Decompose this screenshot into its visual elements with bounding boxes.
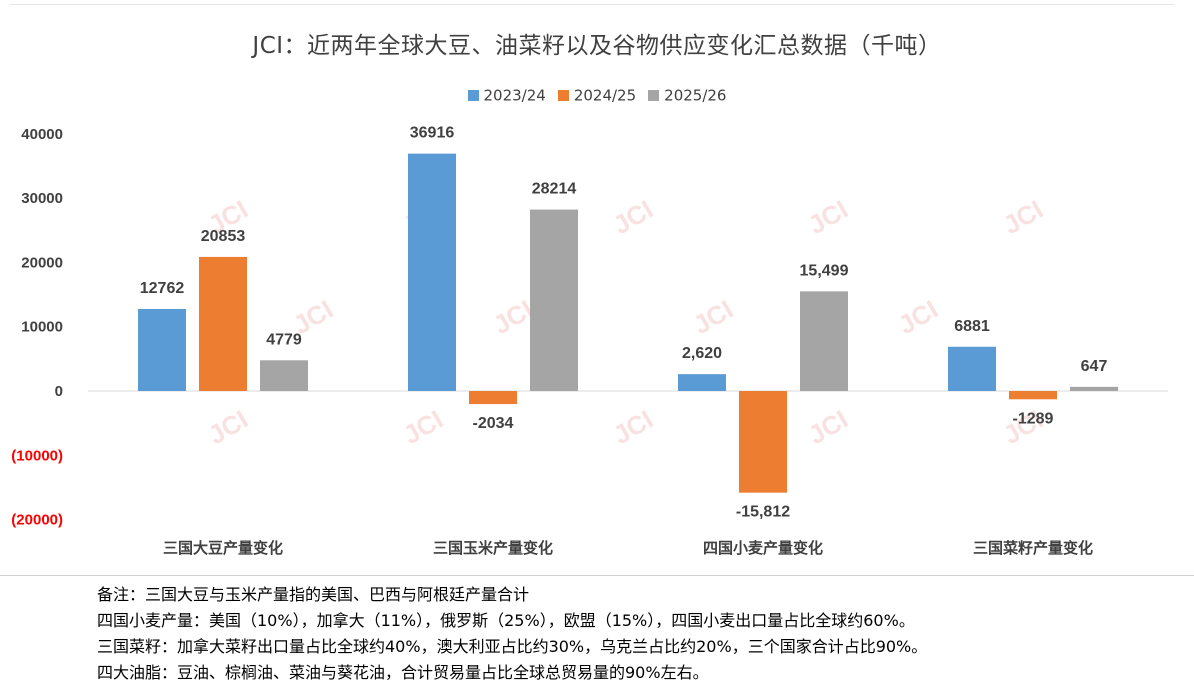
- category-label: 三国玉米产量变化: [433, 539, 553, 557]
- legend-label: 2023/24: [483, 86, 546, 105]
- note-line-2: 四国小麦产量：美国（10%），加拿大（11%），俄罗斯（25%），欧盟（15%）…: [97, 611, 915, 630]
- legend-swatch: [648, 90, 660, 102]
- watermark: JCI: [998, 194, 1048, 240]
- bar-2025-26-3: [800, 291, 848, 391]
- legend-swatch: [467, 90, 479, 102]
- bar-2025-26-4: [1070, 386, 1118, 391]
- watermark-text: JCI: [398, 404, 448, 450]
- chart-top-border: [10, 4, 1174, 5]
- legend-item-2025-26: 2025/26: [648, 86, 726, 105]
- data-label: 20853: [201, 228, 246, 245]
- y-tick-label: 10000: [21, 319, 63, 336]
- legend-item-2023-24: 2023/24: [467, 86, 546, 105]
- bar-2024-25-2: [469, 391, 517, 405]
- watermark-text: JCI: [688, 294, 738, 340]
- bar-2024-25-3: [739, 391, 787, 493]
- chart-area: JCI：近两年全球大豆、油菜籽以及谷物供应变化汇总数据（千吨） 2023/24 2…: [0, 4, 1194, 576]
- y-tick-label: 30000: [21, 190, 63, 207]
- data-label: 15,499: [800, 262, 849, 279]
- watermark-text: JCI: [803, 404, 853, 450]
- data-label: 647: [1081, 358, 1108, 375]
- bar-2023-24-2: [408, 153, 456, 391]
- legend-label: 2025/26: [664, 86, 727, 105]
- data-label: 28214: [532, 181, 577, 198]
- chart-title: JCI：近两年全球大豆、油菜籽以及谷物供应变化汇总数据（千吨）: [252, 33, 942, 59]
- note-line-4: 四大油脂：豆油、棕榈油、菜油与葵花油，合计贸易量占比全球总贸易量的90%左右。: [97, 663, 709, 682]
- watermark-text: JCI: [203, 404, 253, 450]
- legend-label: 2024/25: [573, 86, 637, 105]
- watermark-text: JCI: [893, 294, 943, 340]
- category-label: 三国大豆产量变化: [163, 539, 283, 557]
- y-tick-label: 40000: [21, 126, 63, 143]
- watermark-text: JCI: [998, 194, 1048, 240]
- watermark-text: JCI: [803, 194, 853, 240]
- data-label: 4779: [266, 331, 302, 348]
- watermark: JCI: [608, 404, 658, 450]
- watermark: JCI: [803, 404, 853, 450]
- bar-2023-24-1: [138, 308, 186, 391]
- bar-2024-25-4: [1009, 391, 1057, 400]
- y-tick-label: 0: [55, 383, 63, 400]
- watermark: JCI: [688, 294, 738, 340]
- note-line-3: 三国菜籽：加拿大菜籽出口量占比全球约40%，澳大利亚占比约30%，乌克兰占比约2…: [97, 637, 928, 656]
- watermark-text: JCI: [608, 194, 658, 240]
- watermark: JCI: [203, 404, 253, 450]
- category-label: 四国小麦产量变化: [703, 539, 823, 557]
- legend-item-2024-25: 2024/25: [557, 86, 637, 105]
- legend-swatch: [557, 90, 569, 102]
- bar-2025-26-1: [260, 360, 308, 391]
- data-label: 36916: [410, 125, 455, 142]
- bar-2023-24-4: [948, 346, 996, 391]
- bar-2024-25-1: [199, 256, 247, 391]
- watermark: JCI: [893, 294, 943, 340]
- y-tick-label: (20000): [11, 512, 63, 529]
- data-label: 2,620: [682, 345, 722, 362]
- data-label: -15,812: [736, 504, 790, 521]
- watermark: JCI: [608, 194, 658, 240]
- data-label: 12762: [140, 280, 185, 297]
- watermark-text: JCI: [608, 404, 658, 450]
- bar-2023-24-3: [678, 374, 726, 391]
- notes: 备注：三国大豆与玉米产量指的美国、巴西与阿根廷产量合计 四国小麦产量：美国（10…: [97, 582, 1177, 686]
- y-tick-label: 20000: [21, 254, 63, 271]
- data-label: 6881: [954, 318, 990, 335]
- category-label: 三国菜籽产量变化: [973, 539, 1093, 557]
- data-label: -2034: [473, 415, 514, 432]
- watermark: JCI: [398, 404, 448, 450]
- legend: 2023/24 2024/25 2025/26: [0, 86, 1194, 105]
- bar-2025-26-2: [530, 209, 578, 391]
- note-line-1: 备注：三国大豆与玉米产量指的美国、巴西与阿根廷产量合计: [97, 585, 530, 604]
- data-label: -1289: [1013, 410, 1054, 427]
- watermark: JCI: [803, 194, 853, 240]
- y-tick-label: (10000): [11, 447, 63, 464]
- plot-area: JCIJCIJCIJCIJCIJCIJCIJCIJCIJCIJCIJCIJCIJ…: [11, 125, 1168, 557]
